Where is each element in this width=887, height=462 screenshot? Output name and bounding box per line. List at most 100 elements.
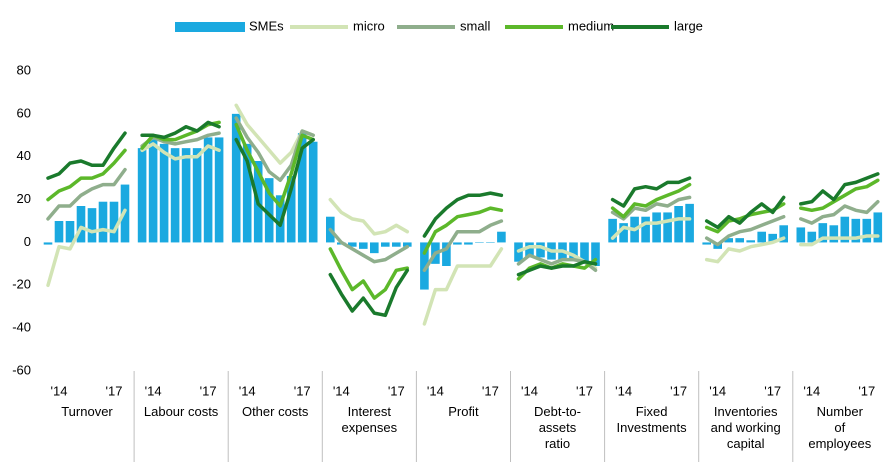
bar [109, 201, 119, 243]
bar [580, 242, 589, 264]
bar [619, 223, 628, 243]
bar [453, 242, 462, 245]
x-tick-label: '14 [427, 383, 444, 398]
bar [420, 242, 429, 290]
line [328, 268, 410, 318]
bar [203, 137, 213, 243]
bar [486, 242, 495, 243]
x-tick-label: '14 [615, 383, 632, 398]
bar [403, 242, 412, 247]
bar [818, 223, 828, 243]
bar [65, 221, 75, 243]
x-tick-label: '14 [145, 383, 162, 398]
y-tick-label: 80 [17, 62, 31, 77]
bar [286, 176, 296, 243]
bar [768, 233, 777, 243]
line [704, 236, 786, 264]
group-label: Number of employees [808, 404, 872, 451]
group-label: Fixed Investments [616, 404, 687, 435]
y-tick-label: -60 [12, 362, 31, 377]
line [799, 178, 880, 213]
line [516, 259, 598, 277]
x-tick-label: '14 [239, 383, 256, 398]
group-label: Labour costs [143, 404, 219, 419]
line [46, 167, 127, 221]
bar [807, 231, 817, 243]
line [610, 217, 692, 240]
bar [536, 242, 545, 258]
bar [159, 143, 169, 243]
bar [381, 242, 390, 247]
line [234, 122, 315, 208]
bar [214, 137, 224, 243]
bar [685, 203, 694, 243]
bar [308, 141, 318, 243]
bar [148, 139, 158, 243]
bar [840, 216, 850, 243]
bar [724, 238, 733, 243]
line [140, 120, 221, 140]
x-tick-label: '14 [709, 383, 726, 398]
x-tick-label: '14 [333, 383, 350, 398]
x-tick-label: '17 [200, 383, 217, 398]
bar [359, 242, 368, 249]
line [422, 219, 504, 273]
line [46, 148, 127, 202]
bar [137, 148, 147, 243]
bar [43, 242, 53, 245]
bar [76, 206, 86, 243]
group-label: Profit [448, 404, 479, 419]
bar [475, 242, 484, 243]
bar [702, 242, 711, 245]
line [704, 214, 786, 247]
legend-label: SMEs [249, 18, 284, 33]
bar [757, 231, 766, 243]
y-tick-label: 0 [24, 234, 31, 249]
bar [170, 148, 180, 243]
bar [442, 242, 451, 266]
legend-label: micro [353, 18, 385, 33]
line [799, 234, 880, 247]
y-tick-label: 60 [17, 105, 31, 120]
line [140, 131, 221, 148]
bar [862, 218, 872, 243]
bar [674, 206, 683, 243]
line [422, 206, 504, 255]
bar [275, 195, 285, 243]
group-label: Other costs [241, 404, 309, 419]
legend-label: small [460, 18, 490, 33]
x-tick-label: '14 [51, 383, 68, 398]
group-label: Interest expenses [341, 404, 398, 435]
bar [87, 208, 97, 243]
y-tick-label: 20 [17, 191, 31, 206]
line [328, 247, 410, 300]
x-tick-label: '17 [106, 383, 123, 398]
bar [746, 240, 755, 243]
x-tick-label: '14 [803, 383, 820, 398]
bar [192, 148, 202, 243]
bar [264, 178, 274, 243]
bar [370, 242, 379, 254]
bar [873, 212, 883, 243]
y-tick-label: 40 [17, 148, 31, 163]
line [799, 172, 880, 206]
bar [392, 242, 401, 247]
bar [663, 212, 672, 243]
bar [591, 242, 600, 266]
x-tick-label: '17 [858, 383, 875, 398]
bar [464, 242, 473, 245]
group-label: Debt-to- assets ratio [534, 404, 581, 451]
bar [779, 225, 788, 243]
bar [569, 242, 578, 260]
line [799, 199, 880, 225]
legend-label: medium [568, 18, 614, 33]
line [704, 195, 786, 230]
bar [525, 242, 534, 258]
bar [231, 113, 241, 243]
line [328, 197, 410, 236]
bar [297, 133, 307, 243]
group-label: Turnover [61, 404, 113, 419]
bar [796, 227, 806, 243]
legend-label: large [674, 18, 703, 33]
